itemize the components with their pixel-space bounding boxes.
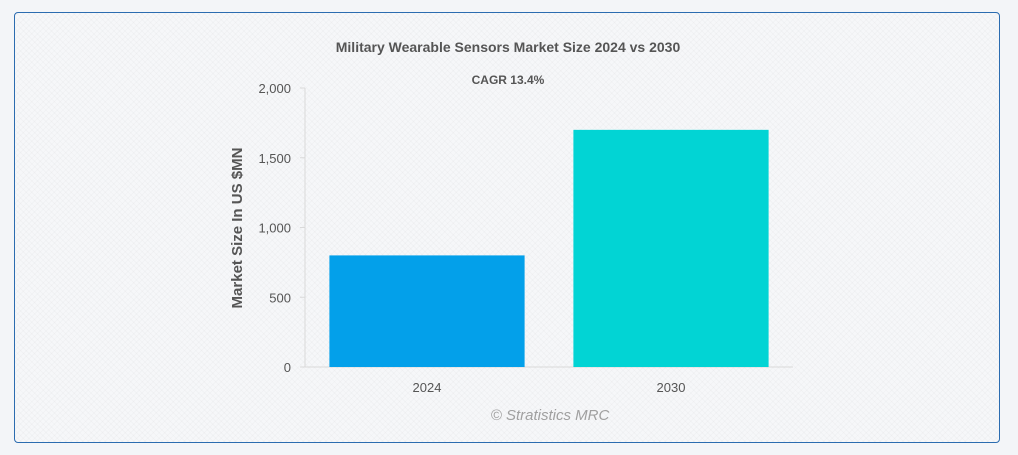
- y-tick-label: 1,000: [258, 221, 291, 236]
- x-tick-label: 2030: [657, 380, 686, 395]
- y-tick-label: 500: [269, 290, 291, 305]
- bar-2024: [329, 255, 525, 367]
- y-axis-label: Market Size In US $MN: [229, 148, 246, 309]
- y-tick-label: 0: [284, 360, 291, 375]
- y-tick-label: 2,000: [258, 81, 291, 96]
- credit-text: © Stratistics MRC: [491, 407, 610, 424]
- chart-title: Military Wearable Sensors Market Size 20…: [336, 39, 681, 55]
- chart-frame: [14, 12, 1000, 443]
- chart-subtitle: CAGR 13.4%: [472, 73, 545, 87]
- x-tick-label: 2024: [413, 380, 442, 395]
- bar-2030: [573, 129, 769, 367]
- y-tick-label: 1,500: [258, 151, 291, 166]
